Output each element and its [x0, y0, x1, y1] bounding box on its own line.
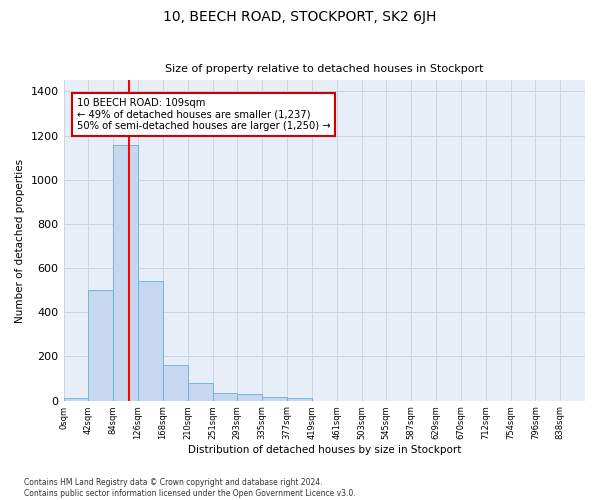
Bar — [287, 398, 312, 400]
Bar — [163, 365, 188, 400]
Bar — [138, 282, 163, 401]
Bar — [212, 393, 238, 400]
Y-axis label: Number of detached properties: Number of detached properties — [15, 158, 25, 322]
Bar — [238, 394, 262, 400]
Bar — [64, 398, 88, 400]
Text: Contains HM Land Registry data © Crown copyright and database right 2024.
Contai: Contains HM Land Registry data © Crown c… — [24, 478, 356, 498]
Bar — [262, 398, 287, 400]
Bar — [113, 146, 138, 400]
Text: 10 BEECH ROAD: 109sqm
← 49% of detached houses are smaller (1,237)
50% of semi-d: 10 BEECH ROAD: 109sqm ← 49% of detached … — [77, 98, 330, 131]
X-axis label: Distribution of detached houses by size in Stockport: Distribution of detached houses by size … — [188, 445, 461, 455]
Text: 10, BEECH ROAD, STOCKPORT, SK2 6JH: 10, BEECH ROAD, STOCKPORT, SK2 6JH — [163, 10, 437, 24]
Bar — [188, 383, 212, 400]
Title: Size of property relative to detached houses in Stockport: Size of property relative to detached ho… — [165, 64, 484, 74]
Bar — [88, 290, 113, 401]
